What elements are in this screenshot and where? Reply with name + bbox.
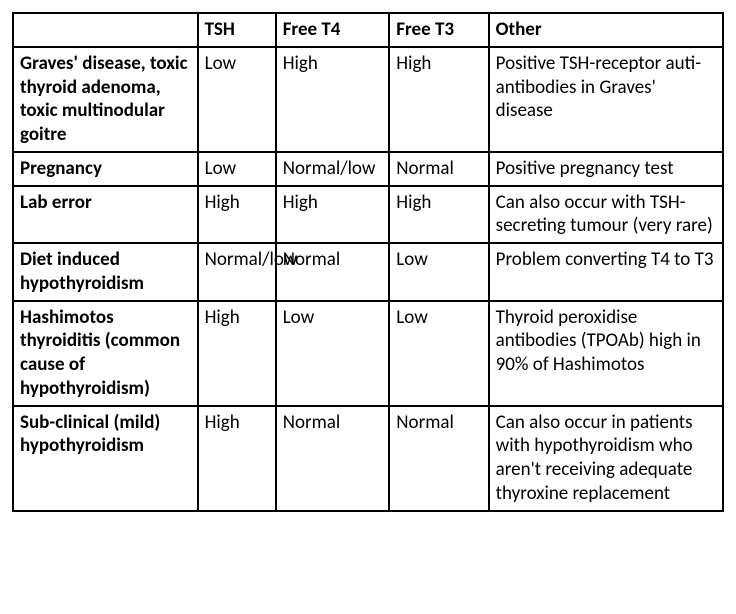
- cell-freet3: Low: [389, 243, 488, 301]
- cell-freet4: High: [276, 186, 390, 244]
- thyroid-conditions-table: TSH Free T4 Free T3 Other Graves' diseas…: [12, 12, 724, 512]
- cell-tsh: Normal/low: [198, 243, 276, 301]
- cell-freet4: Normal: [276, 406, 390, 511]
- cell-other: Thyroid peroxidise antibodies (TPOAb) hi…: [489, 301, 723, 406]
- cell-condition: Graves' disease, toxic thyroid adenoma, …: [13, 47, 198, 152]
- table-body: Graves' disease, toxic thyroid adenoma, …: [13, 47, 723, 511]
- cell-condition: Sub-clinical (mild) hypothyroidism: [13, 406, 198, 511]
- cell-other: Problem converting T4 to T3: [489, 243, 723, 301]
- table-row: Sub-clinical (mild) hypothyroidism High …: [13, 406, 723, 511]
- cell-tsh: High: [198, 186, 276, 244]
- cell-freet4: Normal/low: [276, 152, 390, 186]
- cell-freet4: Low: [276, 301, 390, 406]
- table-row: Graves' disease, toxic thyroid adenoma, …: [13, 47, 723, 152]
- cell-freet3: High: [389, 47, 488, 152]
- cell-freet3: Low: [389, 301, 488, 406]
- cell-freet4: Normal: [276, 243, 390, 301]
- cell-freet3: High: [389, 186, 488, 244]
- header-other: Other: [489, 13, 723, 47]
- cell-tsh: Low: [198, 47, 276, 152]
- table-row: Hashimotos thyroiditis (common cause of …: [13, 301, 723, 406]
- cell-tsh: High: [198, 406, 276, 511]
- cell-tsh: Low: [198, 152, 276, 186]
- cell-freet3: Normal: [389, 406, 488, 511]
- cell-tsh: High: [198, 301, 276, 406]
- header-condition: [13, 13, 198, 47]
- table-header-row: TSH Free T4 Free T3 Other: [13, 13, 723, 47]
- cell-other: Can also occur in patients with hypothyr…: [489, 406, 723, 511]
- cell-condition: Hashimotos thyroiditis (common cause of …: [13, 301, 198, 406]
- header-freet4: Free T4: [276, 13, 390, 47]
- cell-condition: Diet induced hypothyroidism: [13, 243, 198, 301]
- cell-condition: Lab error: [13, 186, 198, 244]
- cell-other: Positive pregnancy test: [489, 152, 723, 186]
- table-row: Pregnancy Low Normal/low Normal Positive…: [13, 152, 723, 186]
- cell-other: Positive TSH-receptor auti-antibodies in…: [489, 47, 723, 152]
- cell-freet3: Normal: [389, 152, 488, 186]
- cell-condition: Pregnancy: [13, 152, 198, 186]
- header-freet3: Free T3: [389, 13, 488, 47]
- header-tsh: TSH: [198, 13, 276, 47]
- table-row: Lab error High High High Can also occur …: [13, 186, 723, 244]
- table-row: Diet induced hypothyroidism Normal/low N…: [13, 243, 723, 301]
- cell-freet4: High: [276, 47, 390, 152]
- cell-other: Can also occur with TSH-secreting tumour…: [489, 186, 723, 244]
